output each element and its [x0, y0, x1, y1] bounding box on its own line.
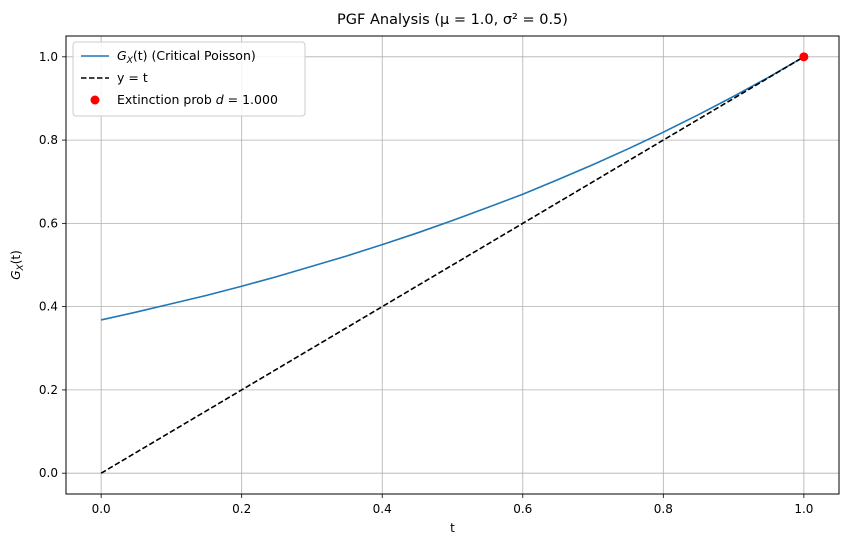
y-tick-label: 0.2 — [39, 383, 58, 397]
legend-marker-extinction — [90, 95, 100, 105]
ticks: 0.0 0.2 0.4 0.6 0.8 1.0 0.0 0.2 0.4 0.6 0.8 1.0 — [39, 50, 814, 516]
y-axis-label: GX(t) — [9, 250, 26, 280]
legend-extinction-main: Extinction prob — [117, 92, 216, 107]
legend-label-identity: y = t — [117, 70, 148, 85]
grid — [66, 36, 839, 494]
legend-label-extinction: Extinction prob d = 1.000 — [117, 92, 278, 107]
x-tick-label: 0.2 — [232, 502, 251, 516]
series-layer — [100, 52, 809, 474]
y-tick-label: 0.0 — [39, 466, 58, 480]
chart-title: PGF Analysis (μ = 1.0, σ² = 0.5) — [337, 12, 568, 28]
extinction-point — [799, 52, 809, 62]
y-axis-label-rest: (t) — [9, 250, 23, 264]
legend-extinction-italic: d — [216, 92, 224, 107]
x-tick-label: 1.0 — [794, 502, 813, 516]
legend-pgf-sub: X — [126, 56, 134, 66]
x-tick-label: 0.0 — [92, 502, 111, 516]
legend-pgf-rest: (t) (Critical Poisson) — [133, 48, 256, 63]
y-tick-label: 0.6 — [39, 216, 58, 230]
x-tick-label: 0.4 — [373, 502, 392, 516]
x-tick-label: 0.8 — [654, 502, 673, 516]
legend: GX(t) (Critical Poisson) y = t Extinctio… — [72, 41, 306, 117]
pgf-curve-line — [100, 56, 805, 321]
y-tick-label: 0.8 — [39, 133, 58, 147]
legend-pgf-main: G — [117, 48, 127, 63]
y-axis-label-main: G — [9, 270, 23, 279]
x-axis-label: t — [450, 521, 455, 535]
y-tick-label: 1.0 — [39, 50, 58, 64]
legend-box — [72, 41, 306, 117]
plot-frame — [65, 35, 840, 495]
x-tick-label: 0.6 — [513, 502, 532, 516]
identity-line — [100, 56, 805, 474]
y-axis-label-sub: X — [16, 263, 26, 271]
legend-extinction-rest: = 1.000 — [224, 92, 278, 107]
legend-label-pgf: GX(t) (Critical Poisson) — [117, 48, 256, 66]
y-tick-label: 0.4 — [39, 300, 58, 314]
